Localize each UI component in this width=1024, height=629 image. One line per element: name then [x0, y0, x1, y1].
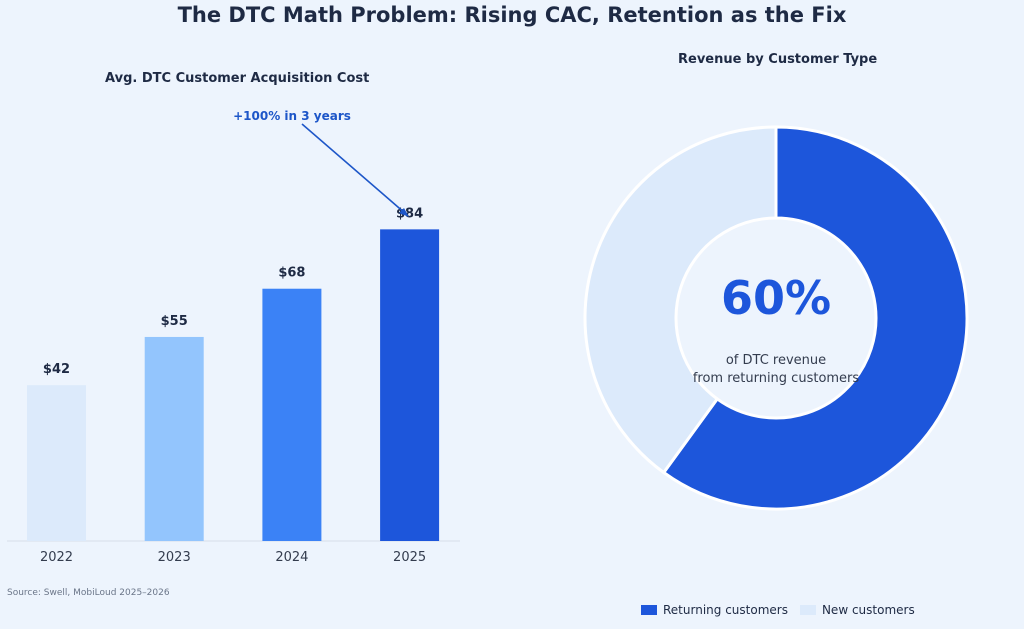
legend-item-new: New customers [799, 603, 915, 617]
donut-slice-returning [661, 125, 969, 511]
donut-slice-new [583, 125, 778, 475]
x-tick-label-2024: 2024 [275, 550, 308, 565]
legend-label-returning: Returning customers [663, 603, 788, 617]
bar-value-label-2024: $68 [278, 266, 305, 281]
source-note: Source: Swell, MobiLoud 2025–2026 [7, 588, 170, 598]
donut-center-value: 60% [721, 271, 831, 325]
annotation-arrow [301, 123, 407, 215]
bar-value-label-2022: $42 [43, 362, 70, 377]
legend-item-returning: Returning customers [641, 603, 788, 617]
bar-2023 [144, 336, 204, 541]
bar-2025 [380, 229, 440, 542]
x-tick-label-2025: 2025 [393, 550, 426, 565]
legend-swatch-new [799, 605, 816, 615]
legend-swatch-returning [641, 605, 657, 615]
legend-label-new: New customers [821, 603, 915, 617]
bar-2022 [27, 385, 86, 541]
donut-center-text-line2: from returning customers [693, 371, 860, 386]
bar-value-label-2023: $55 [161, 314, 188, 329]
annotation-label: +100% in 3 years [233, 109, 351, 123]
pie-chart-title: Revenue by Customer Type [678, 52, 878, 67]
x-tick-label-2022: 2022 [40, 550, 73, 565]
chart-title: The DTC Math Problem: Rising CAC, Retent… [177, 3, 847, 27]
annotation-arrowhead [399, 208, 409, 217]
legend: Returning customers New customers [641, 603, 927, 617]
bar-chart-title: Avg. DTC Customer Acquisition Cost [105, 71, 370, 86]
x-tick-label-2023: 2023 [158, 550, 191, 565]
donut-center-text-line1: of DTC revenue [726, 353, 826, 368]
bar-2024 [262, 288, 322, 541]
